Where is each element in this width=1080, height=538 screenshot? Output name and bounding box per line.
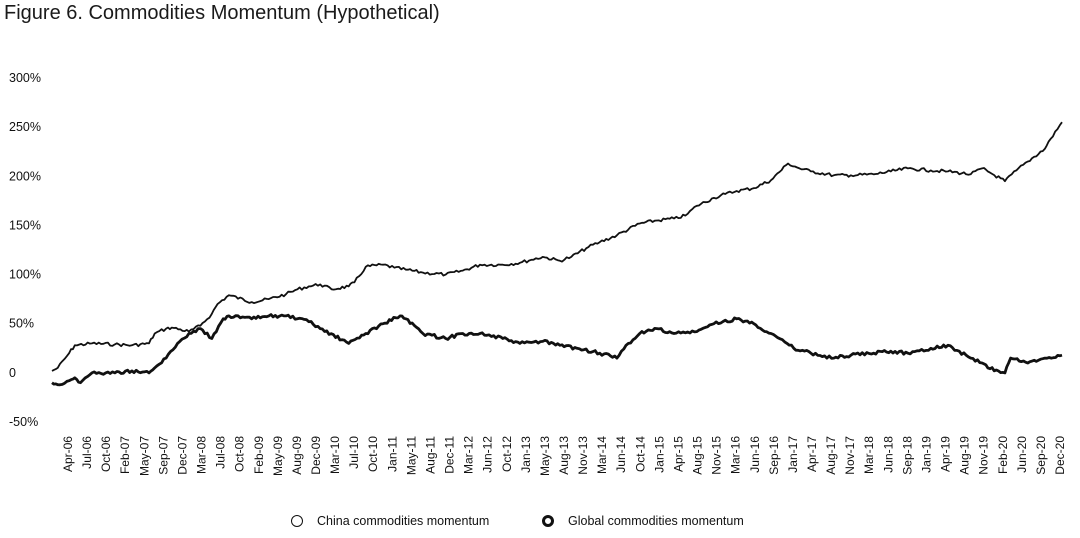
x-tick-label: Apr-06	[61, 436, 75, 472]
y-tick-label: 50%	[9, 317, 34, 331]
x-tick-label: Feb-07	[118, 436, 132, 474]
x-tick-label: Oct-12	[500, 436, 514, 472]
chart-title: Figure 6. Commodities Momentum (Hypothet…	[4, 2, 440, 24]
x-tick-label: Feb-20	[996, 436, 1010, 474]
x-tick-label: May-11	[404, 436, 418, 475]
x-tick-label: Aug-15	[691, 436, 705, 475]
x-tick-label: Oct-06	[99, 436, 113, 472]
x-tick-label: Apr-15	[671, 436, 685, 472]
x-tick-label: Sep-18	[900, 436, 914, 475]
x-tick-label: Jul-06	[80, 436, 94, 469]
x-tick-label: Mar-18	[862, 436, 876, 474]
x-tick-label: Jun-16	[748, 436, 762, 473]
x-tick-label: Jun-18	[881, 436, 895, 473]
y-axis-ticks: 300% 250% 200% 150% 100% 50% 0 -50%	[9, 71, 41, 429]
series-line-global	[51, 313, 1063, 387]
x-tick-label: Jan-13	[519, 436, 533, 473]
x-tick-label: Sep-16	[767, 436, 781, 475]
x-tick-label: Oct-08	[233, 436, 247, 472]
y-tick-label: 0	[9, 366, 16, 380]
x-tick-label: Nov-15	[710, 436, 724, 475]
y-tick-label: 150%	[9, 218, 41, 232]
y-tick-label: 300%	[9, 71, 41, 85]
legend-label-china: China commodities momentum	[317, 514, 490, 528]
legend-marker-thin-circle-icon	[291, 515, 303, 527]
x-tick-label: Oct-14	[633, 436, 647, 472]
x-tick-label: Aug-11	[423, 436, 437, 474]
y-tick-label: 100%	[9, 268, 41, 282]
x-tick-label: Jan-15	[652, 436, 666, 473]
x-tick-label: May-13	[538, 436, 552, 476]
y-tick-label: 250%	[9, 120, 41, 134]
legend: China commodities momentum Global commod…	[0, 514, 1080, 536]
x-tick-label: Mar-12	[462, 436, 476, 474]
x-tick-label: Feb-09	[252, 436, 266, 474]
x-tick-label: Aug-19	[958, 436, 972, 475]
x-tick-label: Sep-07	[156, 436, 170, 475]
x-tick-label: Aug-13	[557, 436, 571, 475]
y-tick-label: -50%	[9, 415, 38, 429]
legend-item-china: China commodities momentum	[291, 514, 489, 528]
x-tick-label: Sep-20	[1034, 436, 1048, 475]
x-tick-label: Jun-20	[1015, 436, 1029, 473]
x-tick-label: Mar-16	[729, 436, 743, 474]
line-chart: 300% 250% 200% 150% 100% 50% 0 -50% Apr-06 Jul-0…	[9, 71, 1067, 476]
x-tick-label: Jan-19	[919, 436, 933, 473]
x-tick-label: Apr-19	[939, 436, 953, 472]
legend-label-global: Global commodities momentum	[568, 514, 744, 528]
x-tick-label: Mar-08	[195, 436, 209, 474]
legend-marker-thick-circle-icon	[542, 515, 554, 527]
x-tick-label: Apr-17	[805, 436, 819, 472]
series-line-china	[51, 121, 1063, 372]
x-axis-ticks: Apr-06 Jul-06 Oct-06 Feb-07 May-07 Sep-07 Dec-…	[61, 436, 1067, 476]
x-tick-label: Oct-10	[366, 436, 380, 472]
x-tick-label: Jun-14	[614, 436, 628, 473]
x-tick-label: May-07	[137, 436, 151, 476]
x-tick-label: Dec-11	[443, 436, 457, 474]
x-tick-label: Mar-10	[328, 436, 342, 474]
x-tick-label: Aug-17	[824, 436, 838, 475]
x-tick-label: Jul-10	[347, 436, 361, 469]
x-tick-label: Jan-17	[786, 436, 800, 473]
x-tick-label: Nov-17	[843, 436, 857, 475]
x-tick-label: Jun-12	[481, 436, 495, 473]
x-tick-label: Dec-07	[175, 436, 189, 475]
x-tick-label: Dec-20	[1053, 436, 1067, 475]
series-lines	[51, 121, 1063, 387]
x-tick-label: Mar-14	[595, 436, 609, 474]
x-tick-label: Dec-09	[309, 436, 323, 475]
x-tick-label: Nov-13	[576, 436, 590, 475]
x-tick-label: Nov-19	[977, 436, 991, 475]
x-tick-label: May-09	[271, 436, 285, 476]
x-tick-label: Jul-08	[214, 436, 228, 469]
x-tick-label: Jan-11	[385, 436, 399, 472]
y-tick-label: 200%	[9, 169, 41, 183]
legend-item-global: Global commodities momentum	[542, 514, 744, 528]
x-tick-label: Aug-09	[290, 436, 304, 475]
